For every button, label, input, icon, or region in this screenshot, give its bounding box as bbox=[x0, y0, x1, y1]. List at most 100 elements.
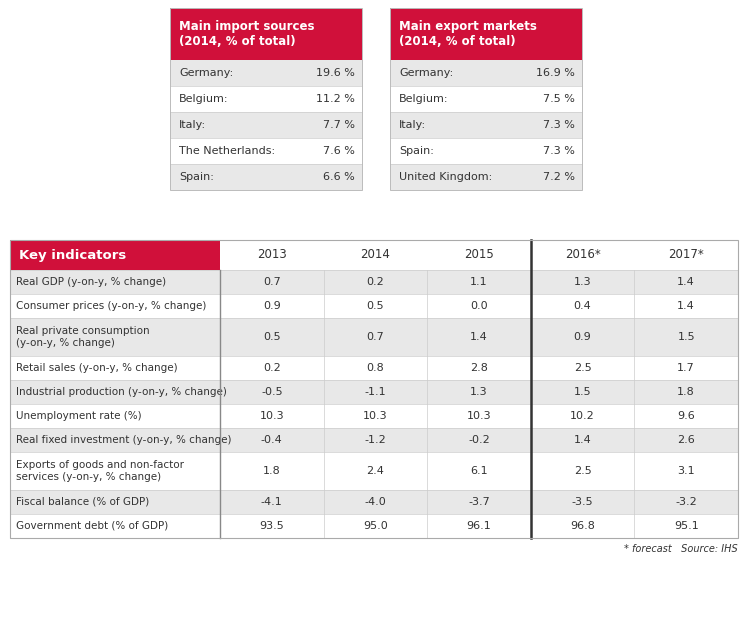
Text: 11.2 %: 11.2 % bbox=[316, 94, 355, 104]
Bar bbox=[170, 8, 362, 190]
Bar bbox=[427, 514, 531, 538]
Text: 93.5: 93.5 bbox=[260, 521, 284, 531]
Bar bbox=[634, 270, 738, 294]
Bar bbox=[427, 356, 531, 380]
Text: 2014: 2014 bbox=[361, 248, 390, 262]
Bar bbox=[324, 318, 427, 356]
Text: 7.5 %: 7.5 % bbox=[543, 94, 575, 104]
Text: 0.9: 0.9 bbox=[263, 301, 280, 311]
Text: Belgium:: Belgium: bbox=[179, 94, 228, 104]
Text: 2013: 2013 bbox=[257, 248, 286, 262]
Text: 10.3: 10.3 bbox=[467, 411, 491, 421]
Text: 19.6 %: 19.6 % bbox=[316, 68, 355, 78]
Text: 96.1: 96.1 bbox=[467, 521, 491, 531]
Text: 10.3: 10.3 bbox=[260, 411, 284, 421]
Bar bbox=[220, 356, 324, 380]
Bar bbox=[220, 490, 324, 514]
Text: 1.8: 1.8 bbox=[263, 466, 280, 476]
Bar bbox=[10, 356, 220, 380]
Text: 6.1: 6.1 bbox=[470, 466, 488, 476]
Bar bbox=[634, 452, 738, 490]
Bar bbox=[427, 428, 531, 452]
Text: The Netherlands:: The Netherlands: bbox=[179, 146, 275, 156]
Text: 0.4: 0.4 bbox=[574, 301, 592, 311]
Text: Germany:: Germany: bbox=[179, 68, 233, 78]
Bar bbox=[324, 404, 427, 428]
Bar bbox=[634, 294, 738, 318]
Text: 6.6 %: 6.6 % bbox=[323, 172, 355, 182]
Text: 1.4: 1.4 bbox=[678, 277, 695, 287]
Text: Retail sales (y-on-y, % change): Retail sales (y-on-y, % change) bbox=[16, 363, 177, 373]
Text: -3.7: -3.7 bbox=[468, 497, 490, 507]
Text: 9.6: 9.6 bbox=[678, 411, 695, 421]
Bar bbox=[10, 428, 220, 452]
Text: -4.0: -4.0 bbox=[364, 497, 386, 507]
Bar bbox=[324, 270, 427, 294]
Text: 0.0: 0.0 bbox=[470, 301, 488, 311]
Text: -0.2: -0.2 bbox=[468, 435, 490, 445]
Bar bbox=[390, 138, 582, 164]
Text: 2016*: 2016* bbox=[565, 248, 601, 262]
Bar bbox=[10, 514, 220, 538]
Bar bbox=[390, 8, 582, 190]
Bar bbox=[10, 452, 220, 490]
Bar bbox=[324, 294, 427, 318]
Bar bbox=[220, 318, 324, 356]
Bar bbox=[427, 404, 531, 428]
Text: -1.2: -1.2 bbox=[364, 435, 386, 445]
Bar bbox=[634, 318, 738, 356]
Bar bbox=[390, 112, 582, 138]
Text: 10.3: 10.3 bbox=[363, 411, 387, 421]
Text: 10.2: 10.2 bbox=[570, 411, 595, 421]
Text: 2.8: 2.8 bbox=[470, 363, 488, 373]
Text: 1.8: 1.8 bbox=[678, 387, 695, 397]
Text: Exports of goods and non-factor
services (y-on-y, % change): Exports of goods and non-factor services… bbox=[16, 460, 184, 482]
Text: 16.9 %: 16.9 % bbox=[536, 68, 575, 78]
Text: 0.9: 0.9 bbox=[574, 332, 592, 342]
Bar bbox=[531, 356, 634, 380]
Text: 0.5: 0.5 bbox=[367, 301, 384, 311]
Text: 7.6 %: 7.6 % bbox=[323, 146, 355, 156]
Text: * forecast   Source: IHS: * forecast Source: IHS bbox=[625, 544, 738, 554]
Bar bbox=[220, 404, 324, 428]
Text: Real GDP (y-on-y, % change): Real GDP (y-on-y, % change) bbox=[16, 277, 166, 287]
Text: 95.1: 95.1 bbox=[674, 521, 699, 531]
Text: Italy:: Italy: bbox=[399, 120, 426, 130]
Text: 0.7: 0.7 bbox=[367, 332, 384, 342]
Text: Government debt (% of GDP): Government debt (% of GDP) bbox=[16, 521, 168, 531]
Text: 0.2: 0.2 bbox=[367, 277, 384, 287]
Text: -3.5: -3.5 bbox=[571, 497, 593, 507]
Text: 1.3: 1.3 bbox=[470, 387, 488, 397]
Text: 95.0: 95.0 bbox=[363, 521, 387, 531]
Bar bbox=[170, 86, 362, 112]
Text: 2.5: 2.5 bbox=[574, 466, 592, 476]
Bar bbox=[220, 514, 324, 538]
Text: Key indicators: Key indicators bbox=[19, 248, 126, 262]
Text: 2.5: 2.5 bbox=[574, 363, 592, 373]
Text: Belgium:: Belgium: bbox=[399, 94, 449, 104]
Bar bbox=[324, 356, 427, 380]
Bar bbox=[10, 294, 220, 318]
Bar bbox=[10, 404, 220, 428]
Text: Unemployment rate (%): Unemployment rate (%) bbox=[16, 411, 141, 421]
Text: 2.4: 2.4 bbox=[367, 466, 384, 476]
Bar bbox=[531, 514, 634, 538]
Text: 0.5: 0.5 bbox=[263, 332, 280, 342]
Bar bbox=[634, 356, 738, 380]
Bar bbox=[10, 380, 220, 404]
Bar bbox=[531, 380, 634, 404]
Bar bbox=[324, 514, 427, 538]
Bar bbox=[220, 452, 324, 490]
Text: Industrial production (y-on-y, % change): Industrial production (y-on-y, % change) bbox=[16, 387, 227, 397]
Bar bbox=[220, 270, 324, 294]
Text: 1.4: 1.4 bbox=[470, 332, 488, 342]
Text: 1.5: 1.5 bbox=[574, 387, 592, 397]
Bar bbox=[170, 164, 362, 190]
Text: 0.2: 0.2 bbox=[263, 363, 280, 373]
Bar bbox=[170, 112, 362, 138]
Bar bbox=[634, 404, 738, 428]
Bar bbox=[10, 490, 220, 514]
Bar bbox=[531, 318, 634, 356]
Bar bbox=[10, 240, 220, 270]
Bar bbox=[10, 270, 220, 294]
